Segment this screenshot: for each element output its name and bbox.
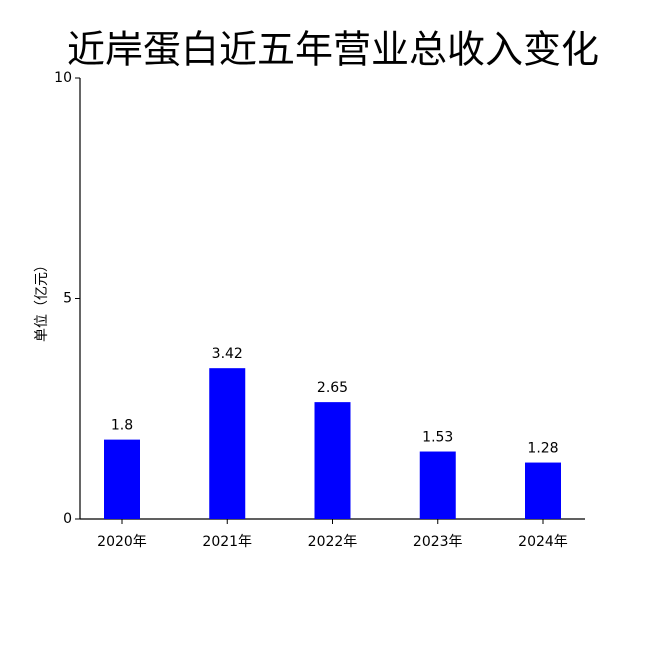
y-tick-label: 10 — [54, 70, 72, 86]
data-label: 2.65 — [317, 380, 348, 396]
x-tick-label: 2023年 — [413, 534, 463, 550]
bar — [525, 462, 561, 519]
chart-title: 近岸蛋白近五年营业总收入变化 — [67, 28, 599, 72]
bar — [419, 451, 456, 519]
x-tick-label: 2022年 — [308, 534, 358, 550]
y-axis-label: 单位（亿元） — [34, 258, 50, 342]
data-label: 1.8 — [111, 418, 133, 434]
bar — [104, 439, 140, 519]
data-label: 3.42 — [212, 346, 243, 362]
bar — [209, 368, 246, 519]
y-tick-label: 0 — [63, 511, 72, 527]
x-tick-label: 2021年 — [202, 534, 252, 550]
data-label: 1.28 — [527, 441, 558, 457]
data-label: 1.53 — [422, 430, 453, 446]
bar — [314, 402, 351, 519]
x-tick-label: 2024年 — [518, 534, 568, 550]
y-tick-label: 5 — [63, 291, 72, 307]
x-tick-label: 2020年 — [97, 534, 147, 550]
